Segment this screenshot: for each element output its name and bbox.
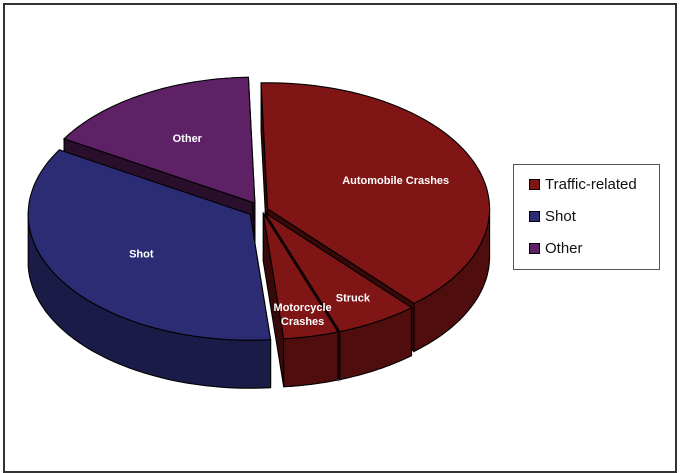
legend-swatch-traffic-related <box>529 178 540 190</box>
slice-label-shot: Shot <box>129 248 154 260</box>
legend: Traffic-related Shot Other <box>513 164 660 270</box>
slice-motorcycle-crashes <box>262 213 339 340</box>
legend-swatch-other <box>529 242 540 254</box>
legend-item-other: Other <box>529 238 583 258</box>
legend-item-shot: Shot <box>529 206 576 226</box>
legend-label-traffic-related: Traffic-related <box>545 175 637 193</box>
slice-shot <box>27 149 272 341</box>
slice-side-motorcycle-crashes <box>283 331 339 388</box>
slice-other <box>63 76 256 204</box>
slice-label-motorcycle-crashes: Motorcycle Crashes <box>274 302 332 328</box>
slice-struck <box>264 212 413 333</box>
slice-label-struck: Struck <box>336 293 371 305</box>
slice-label-other: Other <box>173 133 203 145</box>
legend-label-other: Other <box>545 239 583 257</box>
legend-swatch-shot <box>529 210 540 222</box>
legend-item-traffic-related: Traffic-related <box>529 174 637 194</box>
slice-automobile-crashes <box>260 82 491 305</box>
legend-label-shot: Shot <box>545 207 576 225</box>
slice-label-automobile-crashes: Automobile Crashes <box>342 175 449 187</box>
